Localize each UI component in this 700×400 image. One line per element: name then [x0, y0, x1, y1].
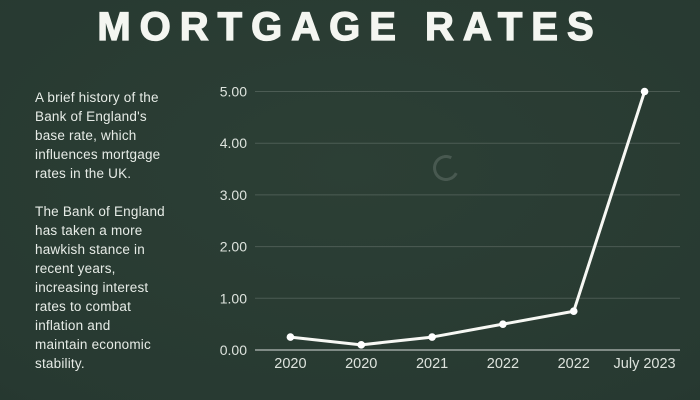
page-title: MORTGAGE RATES — [97, 4, 603, 49]
y-tick-label: 4.00 — [220, 135, 247, 151]
x-tick-label: 2022 — [558, 356, 590, 372]
data-point-marker — [428, 333, 436, 341]
y-tick-label: 0.00 — [220, 342, 247, 358]
data-point-marker — [499, 320, 507, 328]
x-tick-label: 2020 — [345, 356, 377, 372]
base-rate-line-chart: 0.00 1.00 2.00 3.00 4.00 5.00 2020 2020 2021 2022… — [210, 75, 695, 385]
rate-line — [288, 90, 647, 347]
context-paragraph: The Bank of England has taken a more haw… — [35, 204, 165, 371]
y-tick-label: 5.00 — [220, 84, 247, 100]
x-tick-label: 2022 — [487, 356, 519, 372]
y-tick-label: 2.00 — [220, 239, 247, 255]
y-tick-label: 3.00 — [220, 187, 247, 203]
y-tick-label: 1.00 — [220, 290, 247, 306]
intro-paragraph: A brief history of the Bank of England's… — [35, 90, 161, 181]
description-text-block: A brief history of the Bank of England's… — [35, 88, 215, 392]
data-point-marker — [357, 341, 366, 349]
x-tick-label: July 2023 — [614, 356, 676, 372]
x-tick-label: 2020 — [274, 356, 306, 372]
chart-svg: 0.00 1.00 2.00 3.00 4.00 5.00 2020 2020 2021 2022… — [220, 84, 680, 372]
data-point-marker — [569, 307, 578, 316]
data-point-marker — [640, 87, 649, 96]
data-point-marker — [286, 333, 295, 341]
x-tick-label: 2021 — [416, 356, 448, 372]
